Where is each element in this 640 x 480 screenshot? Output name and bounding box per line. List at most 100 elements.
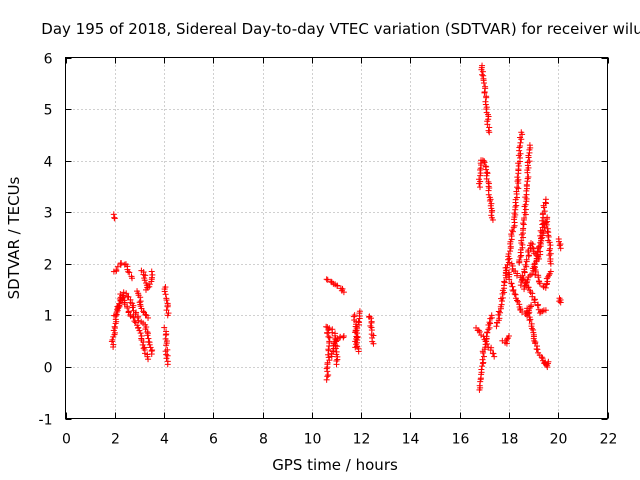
- data-point: [135, 325, 142, 332]
- data-point: [525, 310, 532, 317]
- data-point: [515, 185, 522, 192]
- data-point: [355, 348, 362, 355]
- data-point: [542, 284, 549, 291]
- data-point: [538, 354, 545, 361]
- data-point: [491, 353, 498, 360]
- data-point: [493, 323, 500, 330]
- data-point: [514, 298, 521, 305]
- data-point: [326, 334, 333, 341]
- data-point: [356, 308, 363, 315]
- data-point: [516, 144, 523, 151]
- x-tick-label: 20: [550, 432, 568, 448]
- data-point: [476, 176, 483, 183]
- data-point: [148, 268, 155, 275]
- data-point: [334, 356, 341, 363]
- data-point: [149, 271, 156, 278]
- y-tick-label: -1: [39, 413, 53, 429]
- data-point: [521, 209, 528, 216]
- data-point: [546, 239, 553, 246]
- data-point: [518, 252, 525, 259]
- data-point: [528, 271, 535, 278]
- data-point: [505, 251, 512, 258]
- data-point: [526, 158, 533, 165]
- data-point: [481, 89, 488, 96]
- data-point: [111, 323, 118, 330]
- data-point: [119, 295, 126, 302]
- data-point: [486, 319, 493, 326]
- data-point: [146, 283, 153, 290]
- data-point: [164, 352, 171, 359]
- data-point: [547, 268, 554, 275]
- data-point: [324, 373, 331, 380]
- data-point: [483, 175, 490, 182]
- data-point: [352, 344, 359, 351]
- data-point: [557, 245, 564, 252]
- x-tick-label: 12: [353, 432, 371, 448]
- data-point: [502, 264, 509, 271]
- x-tick-label: 8: [259, 432, 268, 448]
- data-point: [108, 338, 115, 345]
- data-point: [518, 129, 525, 136]
- data-point: [517, 134, 524, 141]
- data-point: [333, 361, 340, 368]
- y-tick-labels: -1 0 1 2 3 4 5 6: [39, 52, 53, 429]
- data-point: [534, 346, 541, 353]
- data-point: [531, 299, 538, 306]
- data-point: [547, 260, 554, 267]
- data-point: [505, 332, 512, 339]
- data-point: [501, 278, 508, 285]
- data-point: [477, 184, 484, 191]
- data-point: [542, 307, 549, 314]
- data-points: [108, 62, 564, 393]
- data-point: [325, 333, 332, 340]
- data-point: [517, 150, 524, 157]
- data-point: [370, 340, 377, 347]
- data-point: [164, 361, 171, 368]
- data-point: [353, 333, 360, 340]
- data-point: [111, 214, 118, 221]
- data-point: [326, 325, 333, 332]
- data-point: [479, 363, 486, 370]
- data-point: [137, 330, 144, 337]
- data-point: [483, 338, 490, 345]
- data-point: [161, 324, 168, 331]
- data-point: [511, 210, 518, 217]
- data-point: [340, 334, 347, 341]
- data-point: [506, 276, 513, 283]
- data-point: [124, 304, 131, 311]
- data-point: [529, 241, 536, 248]
- data-point: [483, 166, 490, 173]
- data-point: [556, 298, 563, 305]
- data-point: [487, 347, 494, 354]
- data-point: [557, 299, 564, 306]
- data-point: [125, 268, 132, 275]
- data-point: [509, 283, 516, 290]
- y-axis-title: SDTVAR / TECUs: [5, 176, 23, 299]
- data-point: [164, 312, 171, 319]
- data-point: [118, 260, 125, 267]
- data-point: [488, 312, 495, 319]
- data-point: [145, 356, 152, 363]
- data-point: [543, 221, 550, 228]
- data-point: [480, 333, 487, 340]
- data-point: [476, 382, 483, 389]
- data-point: [162, 291, 169, 298]
- data-point: [522, 261, 529, 268]
- data-point: [556, 242, 563, 249]
- data-point: [528, 325, 535, 332]
- data-point: [487, 202, 494, 209]
- data-point: [324, 330, 331, 337]
- data-point: [355, 318, 362, 325]
- data-point: [484, 329, 491, 336]
- data-point: [109, 336, 116, 343]
- data-point: [325, 347, 332, 354]
- x-tick-label: 18: [501, 432, 519, 448]
- y-tick-label: 5: [44, 103, 53, 119]
- data-point: [129, 304, 136, 311]
- data-point: [480, 353, 487, 360]
- x-tick-label: 10: [304, 432, 322, 448]
- data-point: [490, 350, 497, 357]
- data-point: [513, 188, 520, 195]
- x-tick-label: 16: [452, 432, 470, 448]
- data-point: [129, 275, 136, 282]
